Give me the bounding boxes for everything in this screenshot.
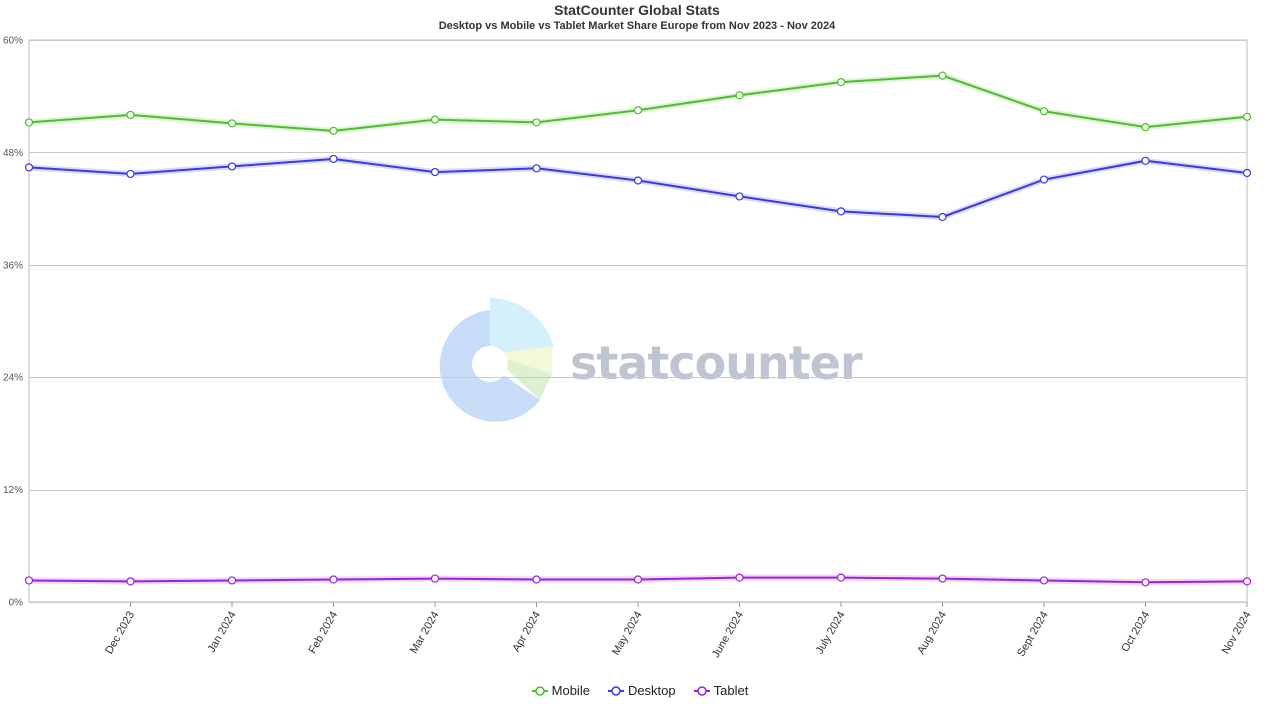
desktop-data-point xyxy=(1141,156,1150,165)
mobile-data-point xyxy=(227,119,237,128)
tablet-data-point xyxy=(1141,578,1150,587)
desktop-data-point xyxy=(532,164,541,173)
x-tick-label: Jan 2024 xyxy=(206,610,239,655)
desktop-legend-marker-icon xyxy=(607,685,624,696)
mobile-data-point xyxy=(126,110,135,120)
x-tick-label: Apr 2024 xyxy=(510,610,543,655)
tablet-legend-marker-icon xyxy=(693,685,710,696)
tablet-data-point xyxy=(430,574,440,583)
tablet-data-point xyxy=(633,575,643,584)
x-tick-label: Oct 2024 xyxy=(1119,610,1152,655)
x-tick-label: Nov 2024 xyxy=(1220,610,1254,657)
mobile-data-point xyxy=(430,115,440,124)
tablet-data-point xyxy=(329,575,338,584)
mobile-data-point xyxy=(836,78,846,87)
mobile-data-point xyxy=(532,118,541,127)
legend-item-desktop[interactable]: Desktop xyxy=(607,683,676,698)
desktop-data-point xyxy=(836,207,846,216)
mobile-series-line xyxy=(28,74,1248,132)
y-tick-label: 12% xyxy=(3,485,23,496)
mobile-data-point xyxy=(1039,107,1049,116)
tablet-data-point xyxy=(836,573,846,582)
tablet-data-point xyxy=(532,575,541,584)
mobile-data-point xyxy=(735,91,744,100)
desktop-data-point xyxy=(227,162,237,171)
legend-label-mobile: Mobile xyxy=(551,683,590,698)
legend-label-desktop: Desktop xyxy=(627,683,676,698)
tablet-data-point xyxy=(735,573,744,582)
desktop-data-point xyxy=(735,192,744,201)
desktop-series-line xyxy=(28,158,1248,218)
legend-label-tablet: Tablet xyxy=(713,683,749,698)
x-tick-label: Mar 2024 xyxy=(408,610,442,656)
mobile-data-point xyxy=(938,71,947,80)
chart-subtitle: Desktop vs Mobile vs Tablet Market Share… xyxy=(438,20,836,32)
tablet-data-point xyxy=(1242,577,1252,586)
mobile-legend-marker-icon xyxy=(531,685,548,696)
desktop-data-point xyxy=(24,163,34,172)
x-tick-label: May 2024 xyxy=(610,610,645,658)
desktop-data-point xyxy=(1039,175,1049,184)
chart-title: StatCounter Global Stats xyxy=(554,2,720,18)
desktop-data-point xyxy=(1242,168,1252,178)
tablet-data-point xyxy=(938,574,947,583)
mobile-data-point xyxy=(633,106,643,115)
y-tick-label: 48% xyxy=(3,148,23,159)
desktop-data-point xyxy=(633,176,643,185)
y-tick-label: 60% xyxy=(3,36,23,47)
tablet-data-point xyxy=(1039,576,1049,585)
desktop-data-point xyxy=(329,154,338,164)
legend-item-mobile[interactable]: Mobile xyxy=(531,683,590,698)
tablet-data-point xyxy=(126,577,135,586)
desktop-data-point xyxy=(430,167,440,177)
y-tick-label: 0% xyxy=(9,598,24,609)
legend-item-tablet[interactable]: Tablet xyxy=(693,683,749,698)
x-tick-label: Feb 2024 xyxy=(306,610,340,656)
y-tick-label: 24% xyxy=(3,373,23,384)
x-tick-label: Dec 2023 xyxy=(103,610,137,657)
statcounter-logo-watermark xyxy=(439,298,554,422)
tablet-data-point xyxy=(227,576,237,585)
tablet-data-point xyxy=(24,576,34,585)
desktop-data-point xyxy=(938,212,947,222)
mobile-data-point xyxy=(1242,112,1252,121)
x-tick-label: Sept 2024 xyxy=(1015,610,1050,659)
watermark-text: statcounter xyxy=(570,336,863,390)
desktop-data-point xyxy=(126,169,135,179)
mobile-data-point xyxy=(24,118,34,127)
mobile-data-point xyxy=(329,126,338,135)
legend: Mobile Desktop Tablet xyxy=(0,683,1280,698)
x-tick-label: July 2024 xyxy=(814,610,848,657)
x-tick-label: June 2024 xyxy=(710,610,746,661)
x-tick-label: Aug 2024 xyxy=(915,610,949,657)
y-tick-label: 36% xyxy=(3,260,23,271)
mobile-data-point xyxy=(1141,123,1150,132)
